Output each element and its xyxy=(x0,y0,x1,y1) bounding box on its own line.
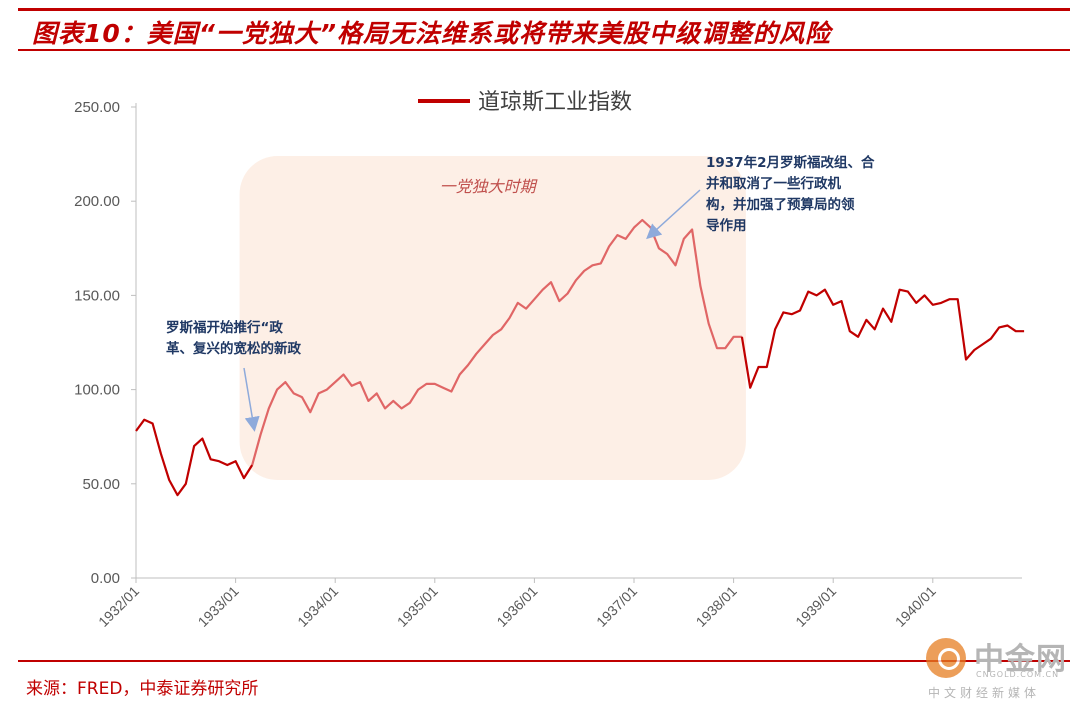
series-line-post xyxy=(740,288,1025,389)
annotation-reorg-text: 导作用 xyxy=(706,217,747,234)
x-tick-label: 1939/01 xyxy=(792,583,839,630)
annotation-reorg-arrow xyxy=(646,189,701,240)
x-tick-label: 1940/01 xyxy=(892,583,939,630)
chart-title: 图表10：美国“一党独大”格局无法维系或将带来美股中级调整的风险 xyxy=(32,19,831,48)
y-tick-label: 0.00 xyxy=(91,570,120,587)
footer-divider xyxy=(18,660,1070,662)
x-tick-label: 1933/01 xyxy=(195,583,242,630)
y-tick-label: 200.00 xyxy=(74,193,120,210)
series-line-pre xyxy=(135,418,254,497)
highlight-period-box xyxy=(239,156,746,480)
watermark-logo-icon xyxy=(926,638,966,678)
x-tick-label: 1938/01 xyxy=(693,583,740,630)
annotation-new-deal-text: 革、复兴的宽松的新政 xyxy=(166,340,301,357)
watermark-site: CNGOLD.COM.CN xyxy=(976,670,1060,679)
legend-label: 道琼斯工业指数 xyxy=(478,90,632,115)
watermark: 中金网 CNGOLD.COM.CN 中文财经新媒体 xyxy=(920,632,1070,702)
source-note: 来源：FRED，中泰证券研究所 xyxy=(26,679,259,699)
x-tick-label: 1934/01 xyxy=(294,583,341,630)
y-tick-label: 100.00 xyxy=(74,382,120,399)
x-tick-label: 1937/01 xyxy=(593,583,640,630)
series-line-highlight xyxy=(251,218,742,466)
x-tick-label: 1935/01 xyxy=(394,583,441,630)
y-tick-label: 50.00 xyxy=(82,476,120,493)
watermark-tagline: 中文财经新媒体 xyxy=(928,686,1041,700)
title-bar: 图表10：美国“一党独大”格局无法维系或将带来美股中级调整的风险 xyxy=(18,8,1070,51)
x-tick-label: 1932/01 xyxy=(95,583,142,630)
annotation-new-deal-text: 罗斯福开始推行“政 xyxy=(166,319,283,336)
x-tick-label: 1936/01 xyxy=(493,583,540,630)
annotation-new-deal-arrow xyxy=(243,367,260,432)
annotation-reorg-text: 并和取消了一些行政机 xyxy=(706,175,841,192)
y-tick-label: 150.00 xyxy=(74,287,120,304)
y-tick-label: 250.00 xyxy=(74,99,120,116)
highlight-period-label: 一党独大时期 xyxy=(440,177,538,196)
watermark-name: 中金网 xyxy=(974,642,1067,677)
annotation-reorg-text: 1937年2月罗斯福改组、合 xyxy=(706,154,875,171)
annotation-reorg-text: 构，并加强了预算局的领 xyxy=(706,196,855,213)
